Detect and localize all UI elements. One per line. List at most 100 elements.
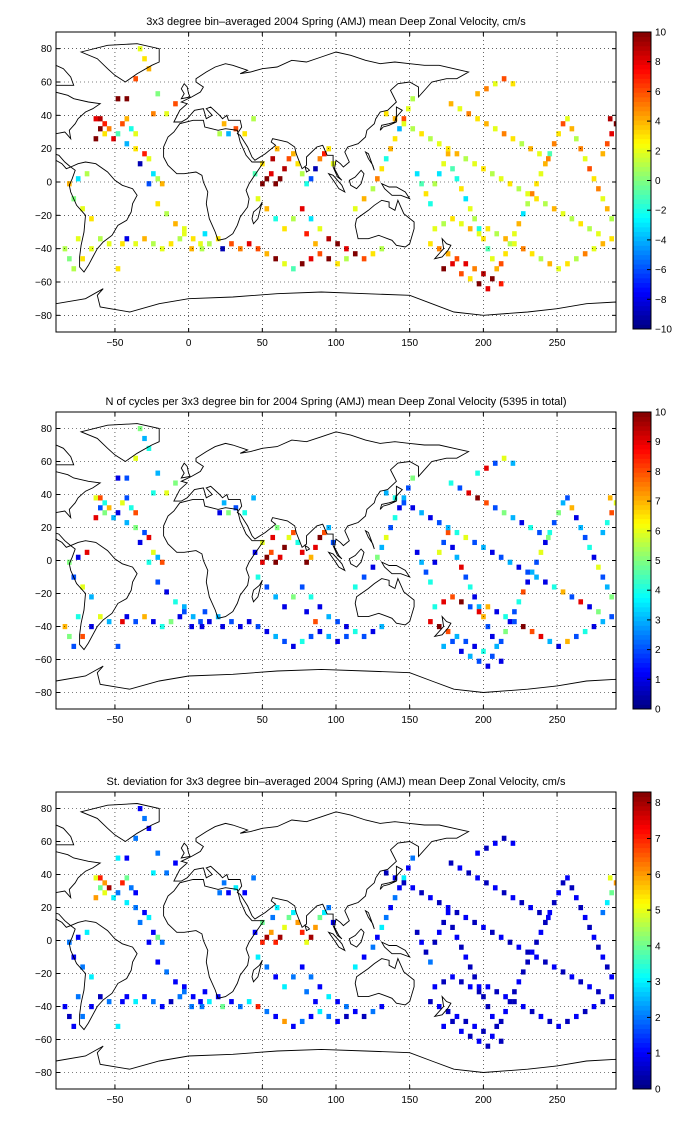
colorbar-step <box>633 931 651 937</box>
bin-cell <box>547 151 553 157</box>
bin-cell <box>299 1018 305 1025</box>
bin-cell <box>286 156 292 162</box>
colorbar-step <box>633 1014 651 1020</box>
bin-cell <box>501 890 507 896</box>
bin-cell <box>264 206 270 212</box>
y-tick-label: −60 <box>35 655 52 666</box>
y-tick-label: 0 <box>46 936 52 947</box>
colorbar-step <box>633 986 651 992</box>
bin-cell <box>613 500 616 506</box>
bin-cell <box>251 875 256 881</box>
bin-cell <box>89 1004 94 1010</box>
bin-cell <box>476 231 482 237</box>
colorbar-step <box>633 870 651 876</box>
bin-cell <box>317 628 323 635</box>
bin-cell <box>67 256 72 262</box>
bin-cell <box>164 589 169 595</box>
bin-cell <box>445 628 451 635</box>
bin-cell <box>410 855 416 861</box>
colorbar-tick-label: −4 <box>655 235 667 246</box>
colorbar-step <box>633 884 651 890</box>
coastline <box>251 580 263 603</box>
bin-cell <box>441 599 446 605</box>
coastline <box>56 824 102 928</box>
bin-cell <box>494 989 500 995</box>
bin-cell <box>547 1018 553 1025</box>
bin-cell <box>375 176 380 182</box>
colorbar-tick-label: 3 <box>655 977 661 988</box>
data-cells <box>62 426 616 669</box>
bin-cell <box>207 241 212 247</box>
bin-cell <box>406 106 411 112</box>
bin-cell <box>124 475 130 481</box>
bin-cell <box>569 885 575 891</box>
coastline <box>379 485 404 510</box>
colorbar-step <box>633 194 651 200</box>
colorbar-step <box>633 704 651 710</box>
bin-cell <box>569 505 575 511</box>
bin-cell <box>383 156 389 162</box>
bin-cell <box>215 614 221 620</box>
bin-cell <box>525 191 530 197</box>
bin-cell <box>565 116 570 122</box>
colorbar-step <box>633 55 651 61</box>
colorbar-step <box>633 606 651 612</box>
colorbar-step <box>633 996 651 1002</box>
bin-cell <box>151 490 156 496</box>
bin-cell <box>498 1018 504 1025</box>
bin-cell <box>591 934 597 940</box>
bin-cell <box>89 624 94 630</box>
bin-cell <box>441 919 446 926</box>
bin-cell <box>379 624 385 630</box>
bin-cell <box>155 470 161 476</box>
bin-cell <box>556 266 561 272</box>
bin-cell <box>543 579 548 585</box>
bin-cell <box>560 589 566 595</box>
bin-cell <box>98 116 103 122</box>
bin-cell <box>547 261 553 267</box>
colorbar-step <box>633 1061 651 1067</box>
bin-cell <box>547 529 553 536</box>
colorbar-step <box>633 171 651 177</box>
y-tick-label: 40 <box>41 870 53 881</box>
bin-cell <box>503 251 508 257</box>
bin-cell <box>441 643 446 649</box>
bin-cell <box>450 594 455 600</box>
bin-cell <box>137 919 143 926</box>
bin-cell <box>255 954 261 960</box>
bin-cell <box>124 141 130 147</box>
bin-cell <box>490 929 495 935</box>
colorbar-step <box>633 143 651 149</box>
bin-cell <box>436 900 442 906</box>
bin-cell <box>111 895 116 901</box>
bin-cell <box>190 994 196 1000</box>
colorbar-step <box>633 231 651 237</box>
bin-cell <box>133 619 138 625</box>
bin-cell <box>207 999 212 1005</box>
bin-cell <box>226 890 231 896</box>
bin-cell <box>128 885 134 891</box>
colorbar-step <box>633 73 651 79</box>
bin-cell <box>596 231 601 237</box>
bin-cell <box>498 281 504 287</box>
y-tick-label: 60 <box>41 837 53 848</box>
bin-cell <box>273 1013 278 1020</box>
colorbar-step <box>633 1047 651 1053</box>
colorbar-step <box>633 45 651 51</box>
x-tick-label: 250 <box>549 1095 566 1106</box>
bin-cell <box>441 979 446 985</box>
bin-cell <box>159 1004 165 1010</box>
bin-cell <box>304 559 309 565</box>
bin-cell <box>448 101 454 107</box>
bin-cell <box>459 271 464 277</box>
bin-cell <box>556 643 561 649</box>
colorbar-step <box>633 500 651 506</box>
bin-cell <box>313 999 318 1005</box>
coastline <box>163 879 265 999</box>
bin-cell <box>507 619 513 625</box>
bin-cell <box>510 840 516 846</box>
bin-cell <box>291 151 296 157</box>
bin-cell <box>308 934 314 940</box>
colorbar-step <box>633 926 651 932</box>
colorbar-tick-label: 2 <box>655 146 661 157</box>
